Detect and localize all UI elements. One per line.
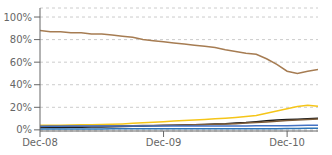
svg-text:100%: 100% bbox=[8, 12, 32, 23]
svg-text:20%: 20% bbox=[10, 102, 32, 113]
svg-text:60%: 60% bbox=[10, 57, 32, 68]
svg-text:Dec-09: Dec-09 bbox=[146, 137, 182, 148]
svg-text:0%: 0% bbox=[16, 124, 32, 135]
svg-text:Dec-10: Dec-10 bbox=[269, 137, 305, 148]
svg-text:80%: 80% bbox=[10, 34, 32, 45]
svg-text:40%: 40% bbox=[10, 79, 32, 90]
svg-text:Dec-08: Dec-08 bbox=[22, 137, 58, 148]
